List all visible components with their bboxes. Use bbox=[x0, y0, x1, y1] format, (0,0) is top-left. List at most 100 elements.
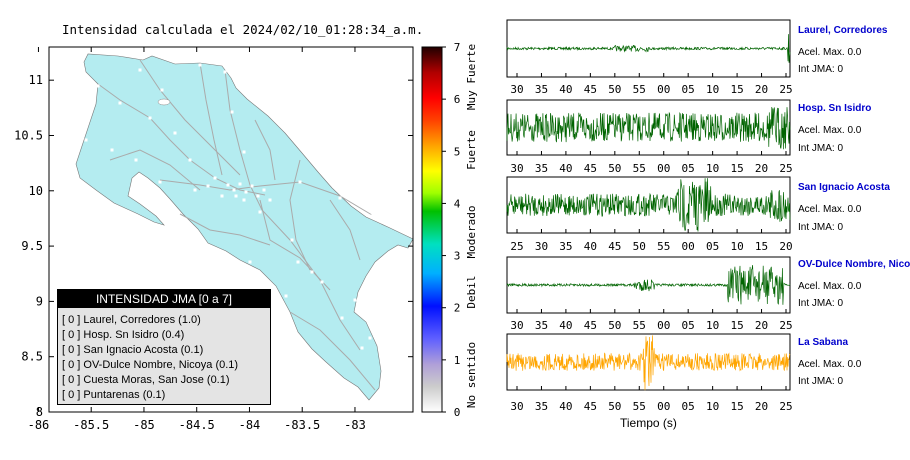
road-line bbox=[254, 119, 276, 181]
legend-title: INTENSIDAD JMA [0 a 7] bbox=[58, 290, 270, 308]
lat-tick-label: 8.5 bbox=[21, 350, 43, 364]
station-int: Int JMA: 0 bbox=[798, 143, 844, 154]
town-dot bbox=[244, 190, 248, 194]
town-dot bbox=[193, 188, 197, 192]
time-tick-label: 00 bbox=[657, 319, 670, 332]
station-name: Laurel, Corredores bbox=[798, 25, 888, 36]
time-tick-label: 15 bbox=[730, 83, 743, 96]
station-name: San Ignacio Acosta bbox=[798, 182, 890, 193]
colorbar-tick-label: 7 bbox=[454, 41, 461, 54]
lat-tick-label: 8 bbox=[36, 405, 43, 419]
road-line bbox=[109, 149, 201, 191]
time-tick-label: 55 bbox=[633, 400, 646, 413]
time-tick-label: 15 bbox=[730, 319, 743, 332]
seismogram-trace bbox=[506, 265, 791, 305]
time-tick-label: 00 bbox=[682, 240, 695, 253]
town-dot bbox=[206, 184, 210, 188]
time-tick-label: 45 bbox=[584, 319, 597, 332]
lon-tick-label: -83 bbox=[344, 418, 366, 432]
town-dot bbox=[188, 158, 192, 162]
town-dot bbox=[258, 210, 262, 214]
time-tick-label: 55 bbox=[633, 319, 646, 332]
intensity-category-label: Fuerte bbox=[465, 130, 478, 170]
station-acel: Acel. Max. 0.0 bbox=[798, 47, 862, 58]
legend-row: [ 0 ] OV-Dulce Nombre, Nicoya (0.1) bbox=[62, 359, 239, 371]
time-tick-label: 40 bbox=[559, 83, 572, 96]
time-tick-label: 55 bbox=[657, 240, 670, 253]
road-line bbox=[329, 199, 361, 261]
town-dot bbox=[284, 294, 288, 298]
time-tick-label: 20 bbox=[755, 319, 768, 332]
town-dot bbox=[238, 182, 242, 186]
town-dot bbox=[262, 188, 266, 192]
road-line bbox=[139, 59, 241, 176]
time-tick-label: 30 bbox=[535, 240, 548, 253]
station-int: Int JMA: 0 bbox=[798, 298, 844, 309]
legend-row: [ 0 ] Hosp. Sn Isidro (0.4) bbox=[62, 329, 185, 341]
town-dot bbox=[160, 88, 164, 92]
town-dot bbox=[234, 194, 238, 198]
town-dot bbox=[268, 198, 272, 202]
time-tick-label: 30 bbox=[510, 162, 523, 175]
time-tick-label: 35 bbox=[535, 400, 548, 413]
town-dot bbox=[370, 214, 374, 218]
town-dot bbox=[158, 180, 162, 184]
lat-tick-label: 9.5 bbox=[21, 239, 43, 253]
town-dot bbox=[173, 131, 177, 135]
town-dot bbox=[338, 196, 342, 200]
station-name: OV-Dulce Nombre, Nicoya bbox=[798, 259, 910, 270]
town-dot bbox=[242, 198, 246, 202]
seismogram-trace bbox=[506, 34, 791, 63]
lon-tick-label: -85.5 bbox=[73, 418, 109, 432]
legend-row: [ 0 ] San Ignacio Acosta (0.1) bbox=[62, 344, 204, 356]
time-tick-label: 20 bbox=[755, 162, 768, 175]
road-network bbox=[97, 59, 376, 391]
colorbar-tick-label: 2 bbox=[454, 302, 461, 315]
seismogram-trace bbox=[506, 178, 791, 232]
lake-arenal bbox=[157, 98, 171, 106]
time-tick-label: 30 bbox=[510, 400, 523, 413]
lat-tick-label: 10.5 bbox=[14, 128, 43, 142]
seismogram-trace bbox=[506, 106, 791, 150]
town-dot bbox=[84, 138, 88, 142]
town-dot bbox=[134, 158, 138, 162]
station-int: Int JMA: 0 bbox=[798, 64, 844, 75]
time-tick-label: 40 bbox=[559, 400, 572, 413]
time-tick-label: 45 bbox=[608, 240, 621, 253]
station-acel: Acel. Max. 0.0 bbox=[798, 125, 862, 136]
time-tick-label: 05 bbox=[682, 83, 695, 96]
time-tick-label: 15 bbox=[730, 400, 743, 413]
town-dot bbox=[248, 260, 252, 264]
legend-row: [ 0 ] Puntarenas (0.1) bbox=[62, 389, 166, 401]
intensity-category-label: Moderado bbox=[465, 206, 478, 259]
station-name: La Sabana bbox=[798, 337, 849, 348]
time-tick-label: 25 bbox=[779, 83, 792, 96]
colorbar-tick-label: 3 bbox=[454, 250, 461, 263]
time-tick-label: 50 bbox=[608, 162, 621, 175]
town-dot bbox=[353, 298, 357, 302]
time-tick-label: 50 bbox=[608, 83, 621, 96]
map-title: Intensidad calculada el 2024/02/10_01:28… bbox=[62, 22, 424, 37]
station-acel: Acel. Max. 0.0 bbox=[798, 281, 862, 292]
time-tick-label: 45 bbox=[584, 83, 597, 96]
lat-tick-label: 11 bbox=[29, 73, 43, 87]
time-tick-label: 10 bbox=[706, 162, 719, 175]
time-tick-label: 40 bbox=[584, 240, 597, 253]
road-line bbox=[289, 159, 311, 271]
town-dot bbox=[148, 116, 152, 120]
time-tick-label: 05 bbox=[682, 400, 695, 413]
town-dot bbox=[230, 110, 234, 114]
time-tick-label: 20 bbox=[779, 240, 792, 253]
time-tick-label: 30 bbox=[510, 83, 523, 96]
town-dot bbox=[220, 194, 224, 198]
town-dot bbox=[226, 183, 230, 187]
town-dot bbox=[88, 110, 92, 114]
town-dot bbox=[73, 58, 77, 62]
time-tick-label: 10 bbox=[706, 319, 719, 332]
town-dot bbox=[65, 54, 69, 58]
time-tick-label: 10 bbox=[730, 240, 743, 253]
town-dot bbox=[250, 184, 254, 188]
town-dot bbox=[96, 84, 100, 88]
time-tick-label: 35 bbox=[559, 240, 572, 253]
lon-tick-label: -84.5 bbox=[179, 418, 215, 432]
